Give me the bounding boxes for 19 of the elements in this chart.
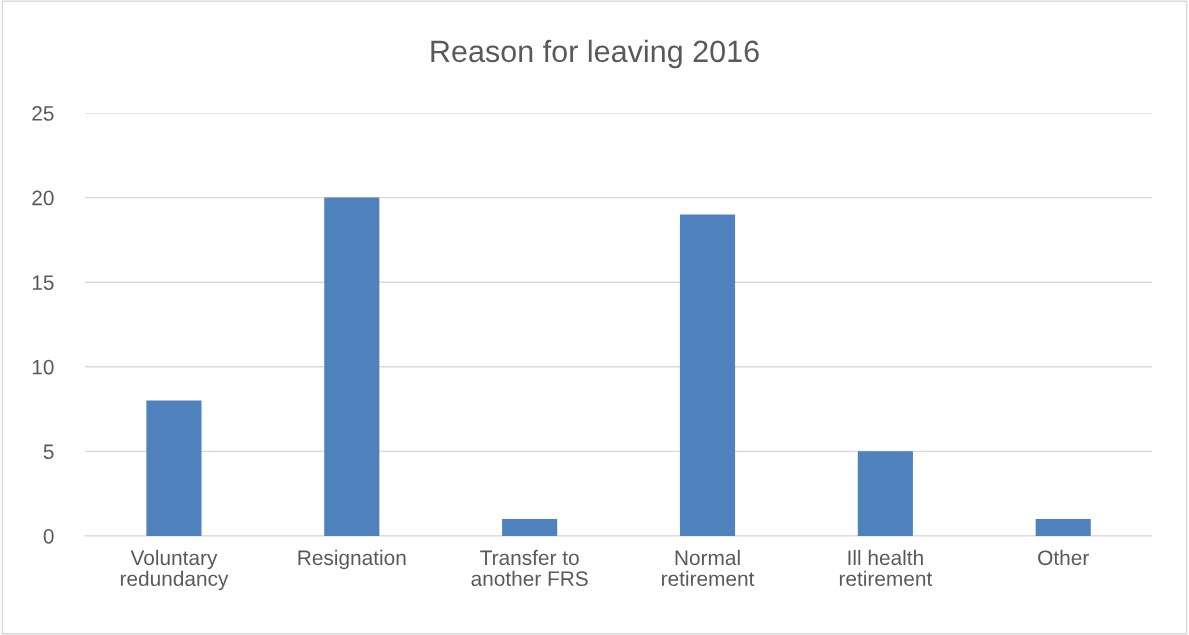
bar: [502, 519, 558, 536]
bar: [324, 197, 380, 536]
bar: [1035, 519, 1091, 536]
y-tick-label: 0: [43, 528, 54, 544]
x-tick-label: Transfer to another FRS: [471, 549, 588, 587]
y-tick-label: 15: [32, 275, 54, 290]
y-tick-label: 20: [32, 190, 54, 206]
x-tick-label: Ill health retirement: [839, 549, 933, 587]
y-tick-label: 25: [32, 106, 54, 121]
x-tick-label: Normal retirement: [662, 549, 755, 587]
y-tick-label: 5: [43, 444, 54, 460]
bar: [146, 400, 202, 536]
bar: [857, 451, 913, 536]
x-tick-label: Voluntary redundancy: [120, 549, 229, 591]
x-tick-label: Other: [1038, 549, 1089, 566]
y-tick-label: 10: [32, 359, 54, 375]
bar: [679, 214, 736, 536]
x-tick-label: Resignation: [298, 549, 406, 570]
chart-title: Reason for leaving 2016: [431, 39, 759, 69]
